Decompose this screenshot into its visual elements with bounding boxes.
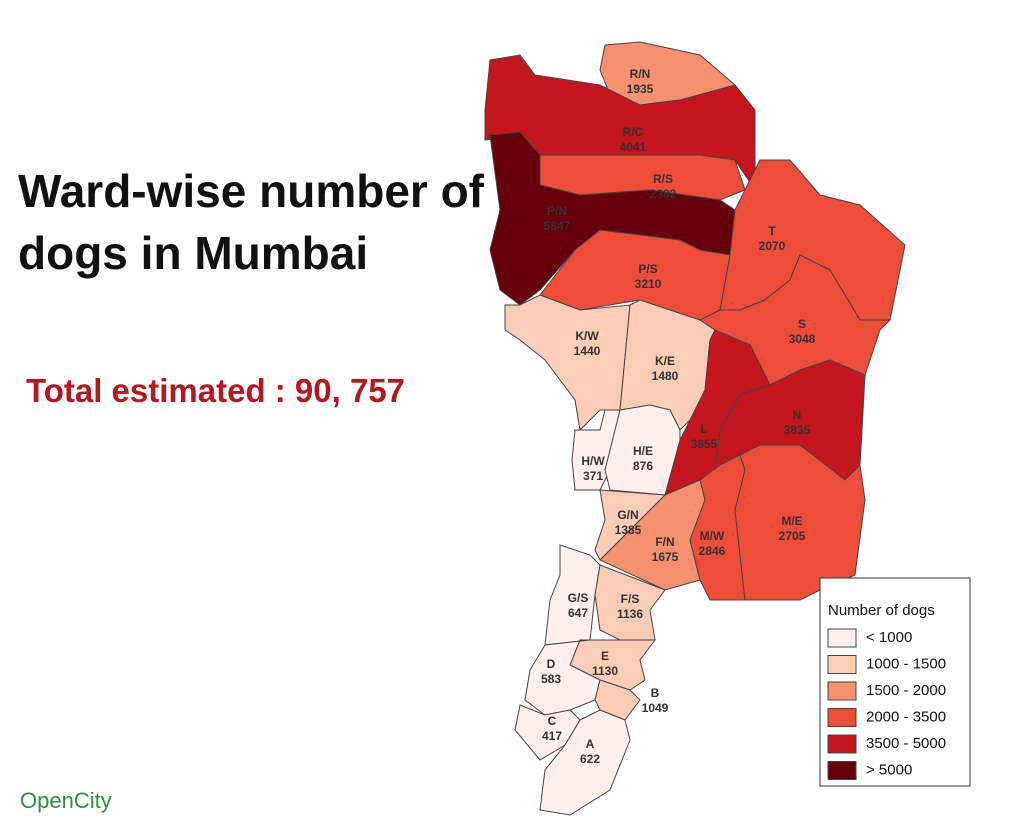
legend: Number of dogs < 1000 1000 - 1500 1500 - 20… [819,577,971,787]
ward [604,404,681,496]
legend-label: > 5000 [866,761,912,778]
ward-name: P/S [638,262,657,276]
ward-name: P/N [547,204,567,218]
ward-name: F/N [655,535,674,549]
title: Ward-wise number of dogs in Mumbai [18,165,484,279]
ward-name: H/W [581,454,605,468]
ward-value: 4041 [620,140,647,154]
ward-name: A [586,737,595,751]
legend-swatch [827,628,857,648]
ward-value: 622 [580,752,600,766]
ward-value: 1049 [642,701,669,715]
logo: OpenCity [20,788,112,813]
ward-name: B [651,686,660,700]
ward-name: F/S [621,592,640,606]
legend-swatch [827,681,857,701]
legend-title: Number of dogs [828,602,935,619]
ward-value: 2070 [759,239,786,253]
ward-value: 371 [583,469,603,483]
ward-name: R/C [623,125,644,139]
ward-value: 1130 [592,664,618,678]
legend-label: < 1000 [866,629,912,646]
ward-name: C [548,714,557,728]
ward-value: 3835 [784,423,811,437]
ward-value: 2705 [779,529,806,543]
ward-value: 876 [633,459,653,473]
ward-name: H/E [633,444,653,458]
ward-value: 2382 [650,187,677,201]
ward-name: K/E [655,354,675,368]
ward-name: K/W [575,329,599,343]
ward-name: G/N [617,508,638,522]
ward [504,294,631,432]
ward-value: 1935 [627,82,654,96]
legend-swatch [827,655,857,674]
ward-name: E [601,649,609,663]
legend-swatch [827,761,857,780]
ward-value: 1136 [617,607,643,621]
legend-label: 1500 - 2000 [866,682,946,699]
ward-value: 1675 [652,550,679,564]
ward-name: S [798,317,806,331]
ward [539,709,631,816]
ward-value: 583 [541,672,561,686]
legend-label: 1000 - 1500 [866,655,946,672]
ward-value: 417 [542,729,562,743]
ward-value: 3210 [635,277,662,291]
ward-value: 1480 [652,369,679,383]
ward-name: D [547,657,556,671]
ward-name: R/S [653,172,673,186]
legend-swatch [827,734,857,754]
ward-name: R/N [630,67,651,81]
ward-name: T [768,224,776,238]
ward-name: G/S [568,591,589,605]
ward [734,444,866,601]
ward-value: 3855 [691,437,718,451]
ward-value: 2846 [699,544,726,558]
legend-label: 2000 - 3500 [866,708,946,725]
total: Total estimated : 90, 757 [26,372,406,409]
ward-value: 1440 [574,344,601,358]
legend-label: 3500 - 5000 [866,735,946,752]
ward-value: 1385 [615,523,642,537]
ward-name: M/W [700,529,725,543]
legend-swatch [827,708,857,727]
ward-value: 3048 [789,332,816,346]
ward-value: 647 [568,606,588,620]
ward-value: 5847 [544,219,571,233]
ward-name: M/E [781,514,802,528]
ward-name: L [700,422,707,436]
ward-name: N [793,408,802,422]
